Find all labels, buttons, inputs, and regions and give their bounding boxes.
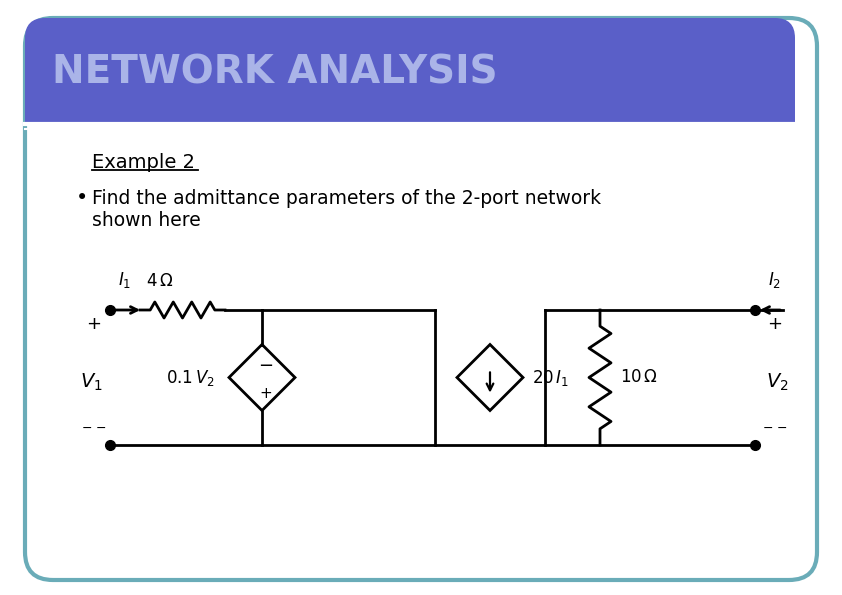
Text: NETWORK ANALYSIS: NETWORK ANALYSIS <box>52 54 498 92</box>
Text: $I_2$: $I_2$ <box>769 270 781 290</box>
Text: $-\,-$: $-\,-$ <box>81 421 107 434</box>
Text: $4\,\Omega$: $4\,\Omega$ <box>146 272 173 290</box>
Text: +: + <box>768 315 782 333</box>
Text: $V_2$: $V_2$ <box>765 371 788 393</box>
Text: $I_1$: $I_1$ <box>118 270 131 290</box>
Text: •: • <box>76 188 88 208</box>
Text: $V_1$: $V_1$ <box>80 371 103 393</box>
Text: $-\,-$: $-\,-$ <box>762 421 788 434</box>
Text: Find the admittance parameters of the 2-port network: Find the admittance parameters of the 2-… <box>92 189 601 208</box>
Text: $-$: $-$ <box>258 355 274 372</box>
Text: +: + <box>259 386 272 401</box>
Text: Example 2: Example 2 <box>92 152 195 171</box>
FancyBboxPatch shape <box>25 18 795 123</box>
Text: $0.1\,V_2$: $0.1\,V_2$ <box>166 368 215 387</box>
Text: +: + <box>87 315 102 333</box>
FancyBboxPatch shape <box>25 18 817 580</box>
Text: shown here: shown here <box>92 211 200 230</box>
Text: $10\,\Omega$: $10\,\Omega$ <box>620 368 658 387</box>
Bar <box>25 80 795 123</box>
Text: $20\,I_1$: $20\,I_1$ <box>532 368 569 387</box>
